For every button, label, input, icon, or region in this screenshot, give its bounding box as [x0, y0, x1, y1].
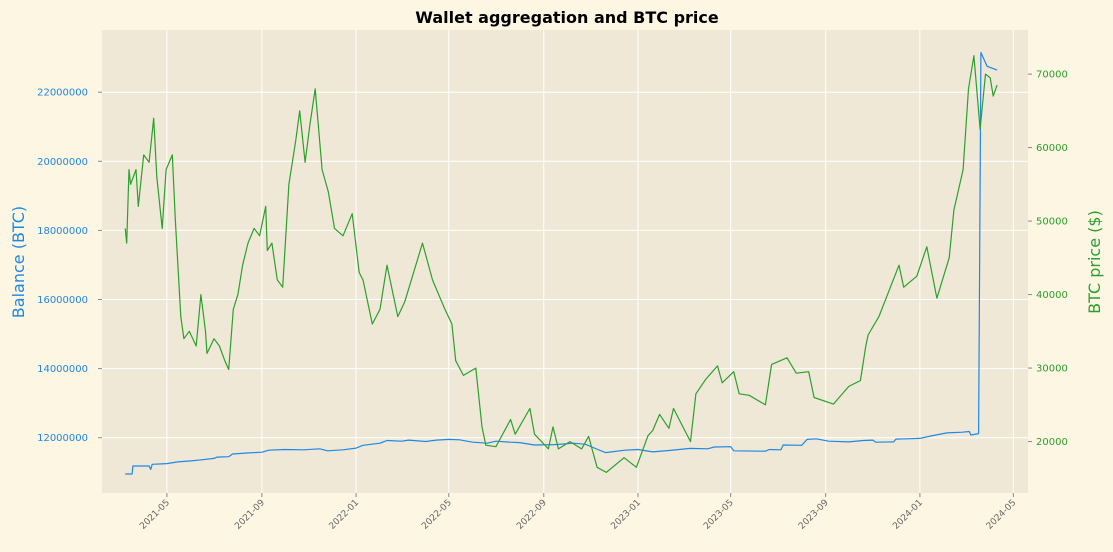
right-tick-label: 20000	[1036, 437, 1068, 448]
left-tick-label: 18000000	[37, 226, 88, 237]
x-tick-label: 2021-09	[233, 498, 267, 532]
balance-line	[125, 51, 998, 475]
x-tick-label: 2022-05	[420, 498, 454, 532]
x-tick-label: 2022-09	[515, 498, 549, 532]
x-tick-label: 2023-01	[609, 498, 643, 532]
left-tick-label: 16000000	[37, 295, 88, 306]
left-tick-label: 20000000	[37, 157, 88, 168]
x-tick-label: 2023-05	[702, 498, 736, 532]
left-tick-label: 22000000	[37, 88, 88, 99]
left-axis-label: Balance (BTC)	[9, 206, 28, 318]
series-layer	[124, 51, 998, 475]
right-tick-label: 60000	[1036, 143, 1068, 154]
right-tick-label: 30000	[1036, 364, 1068, 375]
plot-background	[102, 30, 1028, 493]
btc-price-line	[124, 55, 998, 473]
x-tick-label: 2022-01	[328, 498, 362, 532]
right-tick-label: 70000	[1036, 70, 1068, 81]
right-tick-label: 40000	[1036, 290, 1068, 301]
x-tick-label: 2024-01	[891, 498, 925, 532]
x-tick-label: 2023-09	[797, 498, 831, 532]
right-tick-label: 50000	[1036, 217, 1068, 228]
left-tick-label: 14000000	[37, 364, 88, 375]
right-axis-label: BTC price ($)	[1085, 210, 1104, 314]
x-tick-label: 2024-05	[985, 498, 1019, 532]
x-tick-label: 2021-05	[138, 498, 172, 532]
chart-title: Wallet aggregation and BTC price	[415, 8, 719, 27]
left-tick-label: 12000000	[37, 433, 88, 444]
